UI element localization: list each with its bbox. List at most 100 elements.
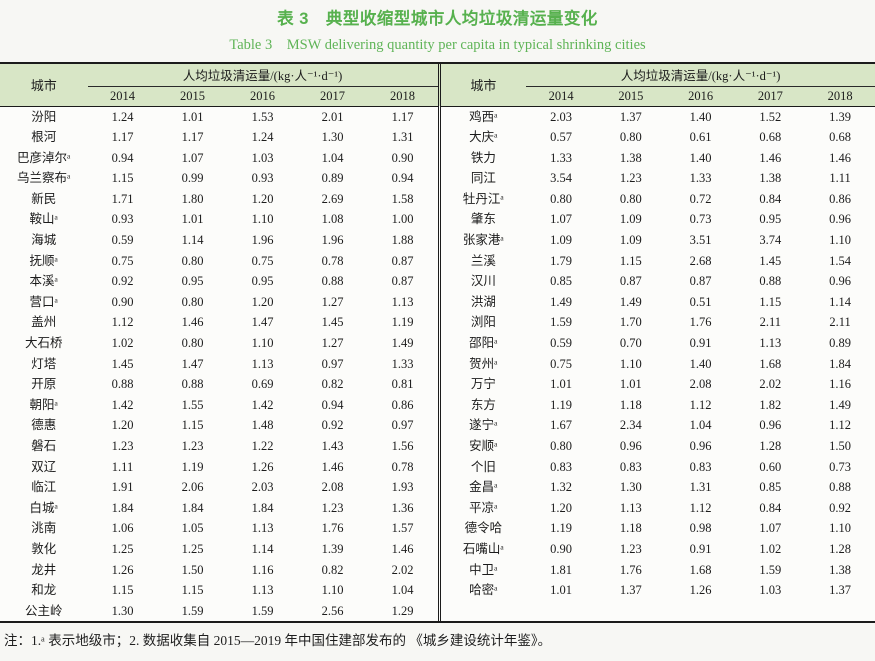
value-cell: 1.13 [251,583,274,598]
table-row: 盖州 1.12 1.46 1.47 1.45 1.19 [0,312,438,333]
value-cell: 1.04 [391,583,414,598]
table-row: 朝阳ᵃ 1.42 1.55 1.42 0.94 0.86 [0,395,438,416]
table-row: 汉川 0.85 0.87 0.87 0.88 0.96 [439,271,875,292]
value-cell: 1.13 [619,500,642,515]
value-cell: 0.95 [759,212,782,227]
value-cell: 1.06 [111,521,134,536]
unit-column-header: 人均垃圾清运量/(kg·人⁻¹·d⁻¹) [526,64,875,87]
value-cell: 2.08 [321,480,344,495]
value-cell: 1.45 [759,253,782,268]
value-cell: 1.68 [689,562,712,577]
value-cell: 0.73 [829,459,852,474]
value-cell: 1.68 [759,356,782,371]
value-cell: 0.59 [111,233,134,248]
value-cell: 0.87 [619,274,642,289]
value-cell: 1.13 [391,294,414,309]
table-row: 安顺ᵃ 0.80 0.96 0.96 1.28 1.50 [439,436,875,457]
city-cell: 白城ᵃ [29,500,58,515]
value-cell: 0.95 [181,274,204,289]
value-cell: 0.94 [111,150,134,165]
value-cell: 1.27 [321,294,344,309]
value-cell: 0.89 [829,336,852,351]
value-cell: 0.81 [391,377,414,392]
city-cell [439,601,526,622]
value-cell: 0.85 [759,480,782,495]
value-cell: 1.38 [619,150,642,165]
value-cell: 0.68 [759,130,782,145]
value-cell: 0.69 [251,377,274,392]
value-cell: 1.40 [689,356,712,371]
value-cell: 1.26 [251,459,274,474]
value-cell: 1.19 [391,315,414,330]
value-cell [666,601,736,622]
value-cell: 1.15 [111,171,134,186]
value-cell: 0.91 [689,541,712,556]
value-cell: 1.12 [689,397,712,412]
value-cell: 1.07 [181,150,204,165]
table-row: 鸡西ᵃ 2.03 1.37 1.40 1.52 1.39 [439,106,875,127]
value-cell: 0.87 [689,274,712,289]
value-cell: 1.04 [689,418,712,433]
value-cell: 0.75 [550,356,572,371]
value-cell: 1.07 [550,212,572,227]
value-cell: 1.17 [111,130,134,145]
value-cell: 1.02 [759,541,782,556]
year-header: 2014 [87,86,158,107]
value-cell: 1.50 [829,439,852,453]
city-cell: 安顺ᵃ [469,439,498,453]
value-cell: 1.33 [550,150,572,165]
city-cell: 贺州ᵃ [469,356,498,371]
value-cell: 0.97 [391,418,414,433]
value-cell: 1.52 [759,109,782,124]
value-cell: 1.22 [251,439,274,453]
value-cell: 2.68 [689,253,712,268]
value-cell: 1.18 [619,521,642,536]
city-cell: 开原 [31,377,57,392]
value-cell: 1.46 [829,150,852,165]
value-cell: 0.97 [321,356,344,371]
value-cell: 1.12 [689,500,712,515]
value-cell: 1.15 [111,583,134,598]
table-row: 贺州ᵃ 0.75 1.10 1.40 1.68 1.84 [439,354,875,375]
value-cell: 1.18 [619,397,642,412]
value-cell: 1.01 [550,583,572,598]
value-cell: 1.17 [391,109,414,124]
value-cell: 1.31 [689,480,712,495]
city-cell: 海城 [31,233,57,248]
value-cell: 1.23 [181,439,204,453]
city-cell: 汉川 [470,274,496,289]
table-row: 洮南 1.06 1.05 1.13 1.76 1.57 [0,518,438,539]
value-cell: 1.79 [550,253,572,268]
value-cell: 0.96 [759,418,782,433]
value-cell: 2.02 [759,377,782,392]
value-cell: 3.74 [759,233,782,248]
value-cell: 1.33 [391,356,414,371]
city-cell: 鸡西ᵃ [469,109,498,124]
value-cell: 1.10 [829,233,852,248]
city-cell: 敦化 [31,541,57,556]
table-row: 石嘴山ᵃ 0.90 1.23 0.91 1.02 1.28 [439,539,875,560]
table-row: 开原 0.88 0.88 0.69 0.82 0.81 [0,374,438,395]
value-cell: 1.76 [321,521,344,536]
value-cell: 1.23 [619,171,642,186]
city-cell: 兰溪 [470,253,496,268]
table-row: 公主岭 1.30 1.59 1.59 2.56 1.29 [0,601,438,622]
value-cell: 1.10 [829,521,852,536]
value-cell: 0.93 [111,212,134,227]
city-cell: 牡丹江ᵃ [462,191,504,206]
value-cell [805,601,875,622]
city-cell: 磐石 [31,439,57,453]
table-row: 乌兰察布ᵃ 1.15 0.99 0.93 0.89 0.94 [0,168,438,189]
value-cell: 1.37 [829,583,852,598]
value-cell: 1.96 [321,233,344,248]
value-cell: 0.96 [689,439,712,453]
value-cell: 0.80 [550,191,572,206]
value-cell: 0.86 [391,397,414,412]
value-cell: 1.16 [829,377,852,392]
city-cell: 东方 [470,397,496,412]
city-cell: 汾阳 [31,109,57,124]
value-cell: 1.40 [689,150,712,165]
value-cell: 1.46 [391,541,414,556]
table-row: 万宁 1.01 1.01 2.08 2.02 1.16 [439,374,875,395]
value-cell: 1.46 [759,150,782,165]
